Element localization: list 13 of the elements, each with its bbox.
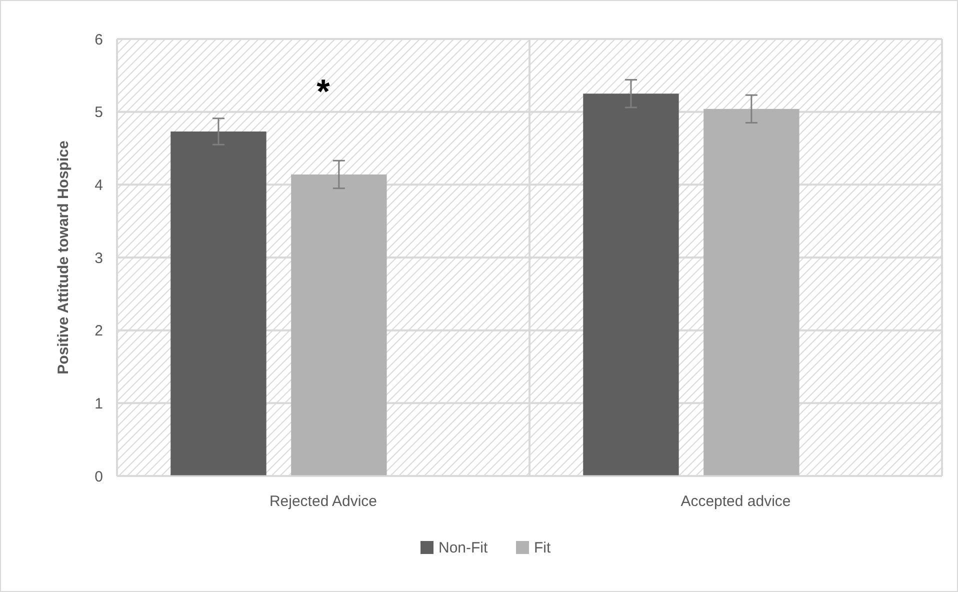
y-tick-label: 4	[94, 176, 103, 194]
y-axis-title: Positive Attitude toward Hospice	[55, 140, 72, 374]
y-tick-label: 1	[94, 395, 103, 412]
legend-label: Fit	[534, 539, 552, 556]
y-tick-label: 6	[94, 31, 103, 48]
x-tick-label: Accepted advice	[680, 493, 791, 510]
y-tick-label: 2	[94, 322, 103, 340]
y-tick-label: 5	[94, 104, 103, 122]
x-tick-label: Rejected Advice	[269, 493, 378, 510]
y-tick-label: 0	[94, 468, 103, 486]
legend-label: Non-Fit	[438, 539, 489, 556]
annotation: *	[316, 72, 331, 111]
y-tick-label: 3	[94, 250, 103, 267]
